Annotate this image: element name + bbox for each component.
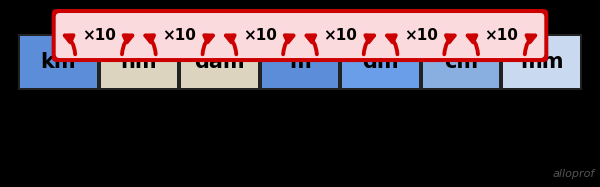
FancyBboxPatch shape [342, 36, 419, 88]
Text: ×10: ×10 [243, 28, 277, 43]
FancyBboxPatch shape [374, 9, 468, 62]
FancyBboxPatch shape [423, 36, 499, 88]
Text: ×10: ×10 [323, 28, 357, 43]
FancyBboxPatch shape [213, 9, 307, 62]
FancyBboxPatch shape [52, 9, 145, 62]
FancyBboxPatch shape [455, 9, 548, 62]
FancyBboxPatch shape [18, 34, 98, 90]
FancyBboxPatch shape [503, 36, 580, 88]
Text: alloprof: alloprof [553, 169, 595, 179]
FancyBboxPatch shape [181, 36, 258, 88]
FancyBboxPatch shape [378, 13, 464, 58]
FancyBboxPatch shape [101, 36, 177, 88]
Text: m: m [289, 52, 311, 72]
FancyBboxPatch shape [340, 34, 421, 90]
FancyBboxPatch shape [132, 9, 226, 62]
FancyBboxPatch shape [298, 13, 383, 58]
FancyBboxPatch shape [260, 34, 340, 90]
Text: ×10: ×10 [404, 28, 438, 43]
Text: mm: mm [520, 52, 563, 72]
FancyBboxPatch shape [179, 34, 260, 90]
Text: hm: hm [121, 52, 157, 72]
Text: dm: dm [362, 52, 399, 72]
Text: cm: cm [444, 52, 478, 72]
FancyBboxPatch shape [502, 34, 582, 90]
FancyBboxPatch shape [293, 9, 387, 62]
FancyBboxPatch shape [98, 34, 179, 90]
Text: ×10: ×10 [82, 28, 116, 43]
Text: ×10: ×10 [484, 28, 518, 43]
FancyBboxPatch shape [458, 13, 544, 58]
Text: ×10: ×10 [162, 28, 196, 43]
FancyBboxPatch shape [421, 34, 502, 90]
FancyBboxPatch shape [56, 13, 142, 58]
FancyBboxPatch shape [262, 36, 338, 88]
FancyBboxPatch shape [20, 36, 97, 88]
FancyBboxPatch shape [217, 13, 302, 58]
Text: dam: dam [194, 52, 245, 72]
FancyBboxPatch shape [136, 13, 222, 58]
Text: km: km [40, 52, 76, 72]
